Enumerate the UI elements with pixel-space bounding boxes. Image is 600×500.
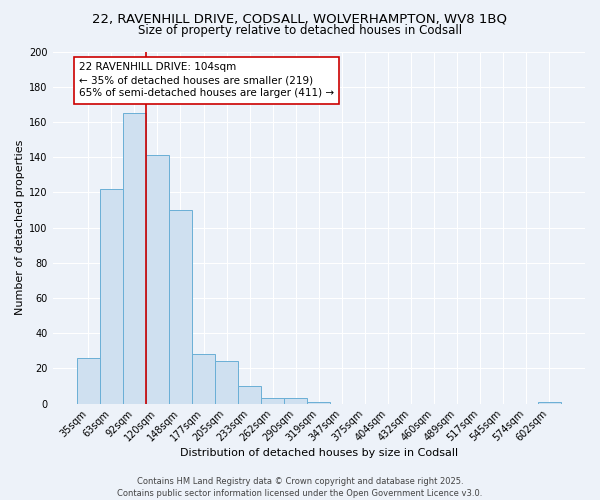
Bar — [261, 398, 284, 404]
Y-axis label: Number of detached properties: Number of detached properties — [15, 140, 25, 315]
Bar — [284, 398, 307, 404]
Bar — [538, 402, 561, 404]
Text: 22 RAVENHILL DRIVE: 104sqm
← 35% of detached houses are smaller (219)
65% of sem: 22 RAVENHILL DRIVE: 104sqm ← 35% of deta… — [79, 62, 334, 98]
Bar — [77, 358, 100, 404]
Text: Size of property relative to detached houses in Codsall: Size of property relative to detached ho… — [138, 24, 462, 37]
Bar — [100, 189, 123, 404]
Text: Contains HM Land Registry data © Crown copyright and database right 2025.
Contai: Contains HM Land Registry data © Crown c… — [118, 476, 482, 498]
X-axis label: Distribution of detached houses by size in Codsall: Distribution of detached houses by size … — [180, 448, 458, 458]
Bar — [215, 362, 238, 404]
Bar — [192, 354, 215, 404]
Bar — [146, 156, 169, 404]
Bar — [123, 113, 146, 404]
Bar — [238, 386, 261, 404]
Text: 22, RAVENHILL DRIVE, CODSALL, WOLVERHAMPTON, WV8 1BQ: 22, RAVENHILL DRIVE, CODSALL, WOLVERHAMP… — [92, 12, 508, 26]
Bar — [307, 402, 330, 404]
Bar — [169, 210, 192, 404]
